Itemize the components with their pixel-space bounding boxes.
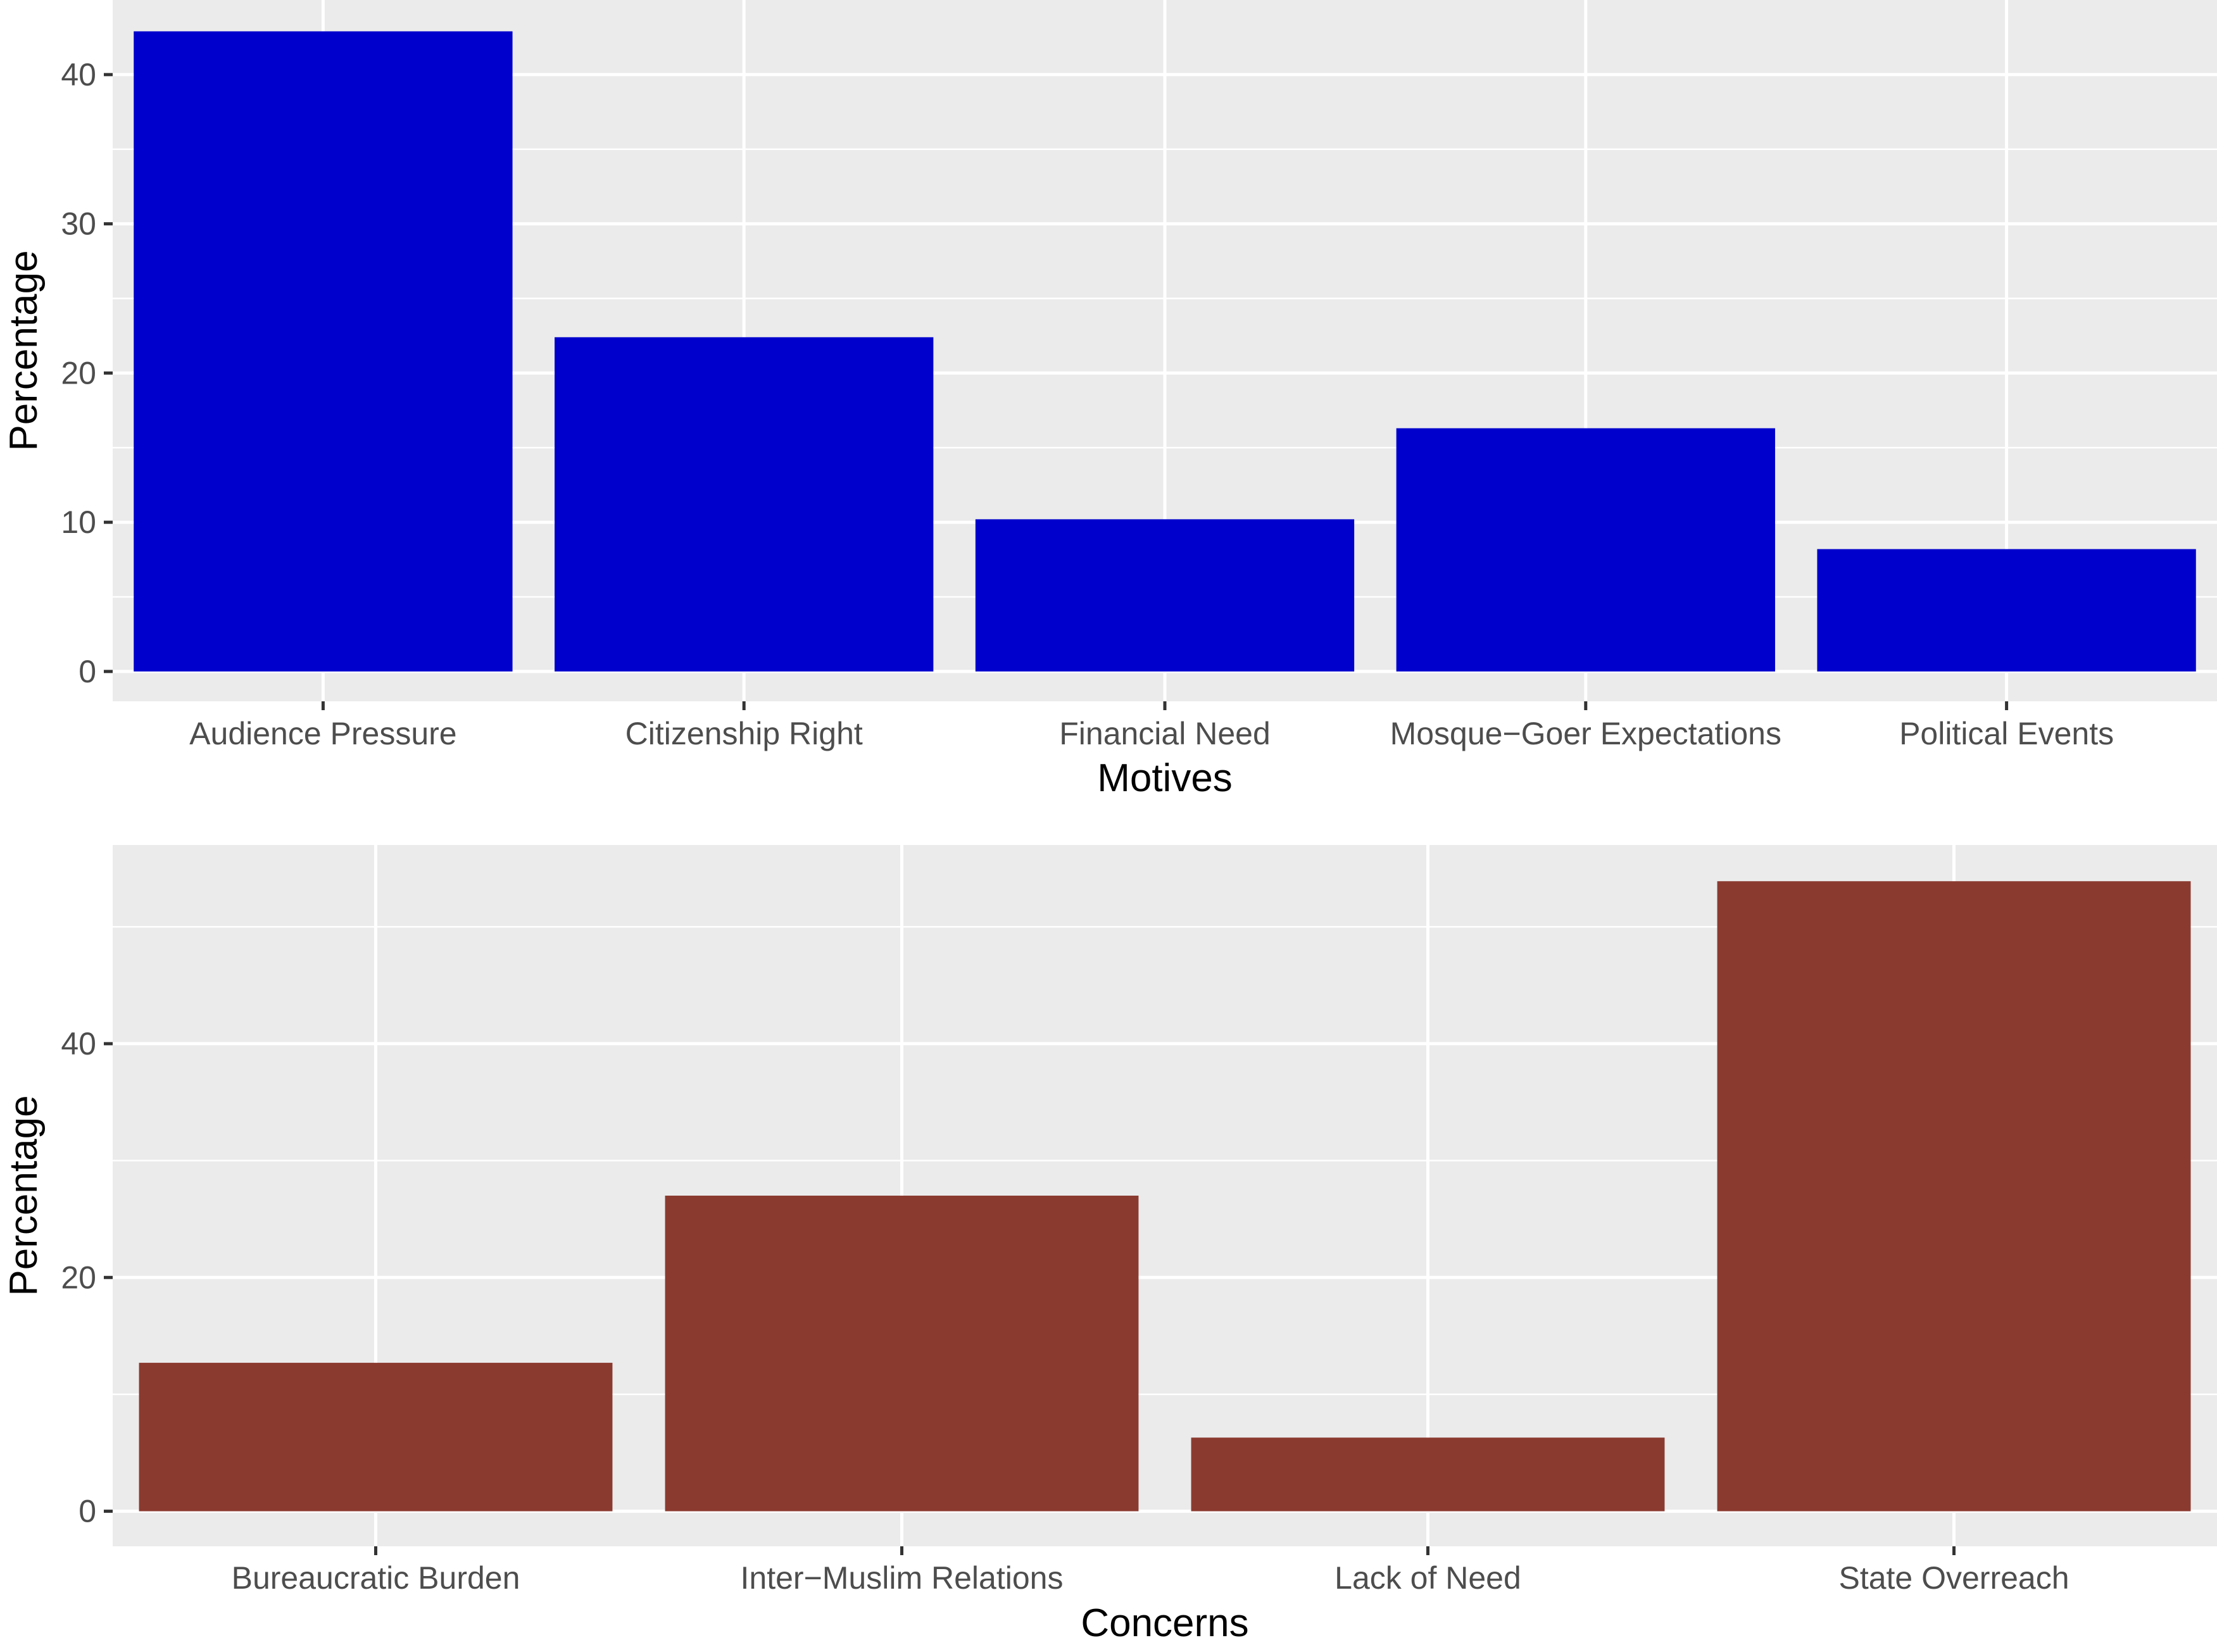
concerns-x-axis-title: Concerns	[1081, 1601, 1248, 1645]
motives-y-tick-label: 40	[61, 57, 96, 92]
motives-x-tick-label: Financial Need	[1059, 716, 1271, 751]
motives-y-tick-label: 10	[61, 504, 96, 540]
motives-bar	[975, 519, 1355, 672]
motives-x-tick-label: Citizenship Right	[625, 716, 863, 751]
concerns-bar	[1191, 1437, 1665, 1511]
concerns-bar	[665, 1196, 1139, 1511]
motives-bar	[134, 31, 513, 672]
concerns-x-tick-label: Bureaucratic Burden	[232, 1560, 520, 1596]
concerns-x-tick-label: State Overreach	[1838, 1560, 2069, 1596]
motives-bar	[555, 337, 934, 672]
motives-y-tick-label: 0	[79, 654, 96, 689]
concerns-x-tick-label: Lack of Need	[1335, 1560, 1521, 1596]
motives-y-tick-label: 30	[61, 206, 96, 242]
concerns-bar	[139, 1363, 613, 1511]
motives-x-axis-title: Motives	[1097, 756, 1233, 800]
motives-bar	[1817, 549, 2196, 672]
concerns-y-axis-title: Percentage	[2, 1095, 46, 1296]
motives-x-tick-label: Political Events	[1899, 716, 2114, 751]
concerns-x-tick-label: Inter−Muslim Relations	[741, 1560, 1064, 1596]
motives-chart: 0 10 20 30 40 Audience Pressure Citizenship Ri…	[2, 0, 2217, 800]
motives-x-tick-label: Audience Pressure	[189, 716, 456, 751]
concerns-y-tick-label: 20	[61, 1260, 96, 1295]
motives-y-tick-label: 20	[61, 355, 96, 391]
concerns-y-tick-label: 0	[79, 1494, 96, 1529]
motives-y-axis-title: Percentage	[2, 250, 46, 451]
motives-x-tick-label: Mosque−Goer Expectations	[1390, 716, 1781, 751]
concerns-y-tick-label: 40	[61, 1026, 96, 1061]
concerns-bar	[1717, 881, 2191, 1511]
concerns-chart: 0 20 40 Bureaucratic Burden Inter−Muslim Rel…	[2, 845, 2217, 1645]
motives-bar	[1396, 428, 1775, 672]
